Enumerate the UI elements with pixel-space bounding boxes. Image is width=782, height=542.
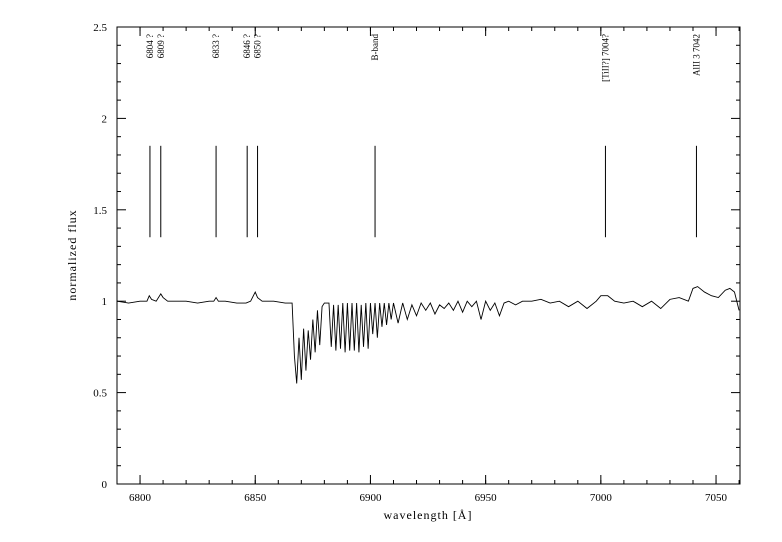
x-tick-label: 6800	[129, 492, 152, 504]
spectrum-line	[116, 286, 740, 384]
y-tick-label: 2.5	[93, 22, 107, 34]
x-tick-label: 6950	[475, 492, 498, 504]
y-tick-label: 0.5	[93, 388, 107, 400]
marker-label: AlII 3 7042	[691, 34, 701, 76]
x-tick-label: 7050	[705, 492, 728, 504]
x-tick-label: 6850	[244, 492, 267, 504]
marker-label: 6804 ?	[145, 34, 155, 58]
y-tick-label: 1.5	[93, 205, 107, 217]
marker-label: 6850 ?	[253, 34, 263, 58]
y-tick-label: 1	[102, 296, 108, 308]
marker-label: 6846 ?	[242, 34, 252, 58]
y-axis-label: normalized flux	[65, 209, 79, 300]
x-axis-label: wavelength [Å]	[384, 508, 473, 522]
y-tick-label: 2	[102, 113, 108, 125]
x-tick-label: 6900	[359, 492, 382, 504]
marker-label: B-band	[370, 34, 380, 61]
x-tick-label: 7000	[590, 492, 613, 504]
plot-frame	[116, 26, 741, 485]
marker-label: 6809 ?	[156, 34, 166, 58]
y-tick-label: 0	[102, 479, 108, 491]
marker-label: [TiII?] 7004?	[600, 34, 610, 82]
marker-label: 6833 ?	[211, 34, 221, 58]
